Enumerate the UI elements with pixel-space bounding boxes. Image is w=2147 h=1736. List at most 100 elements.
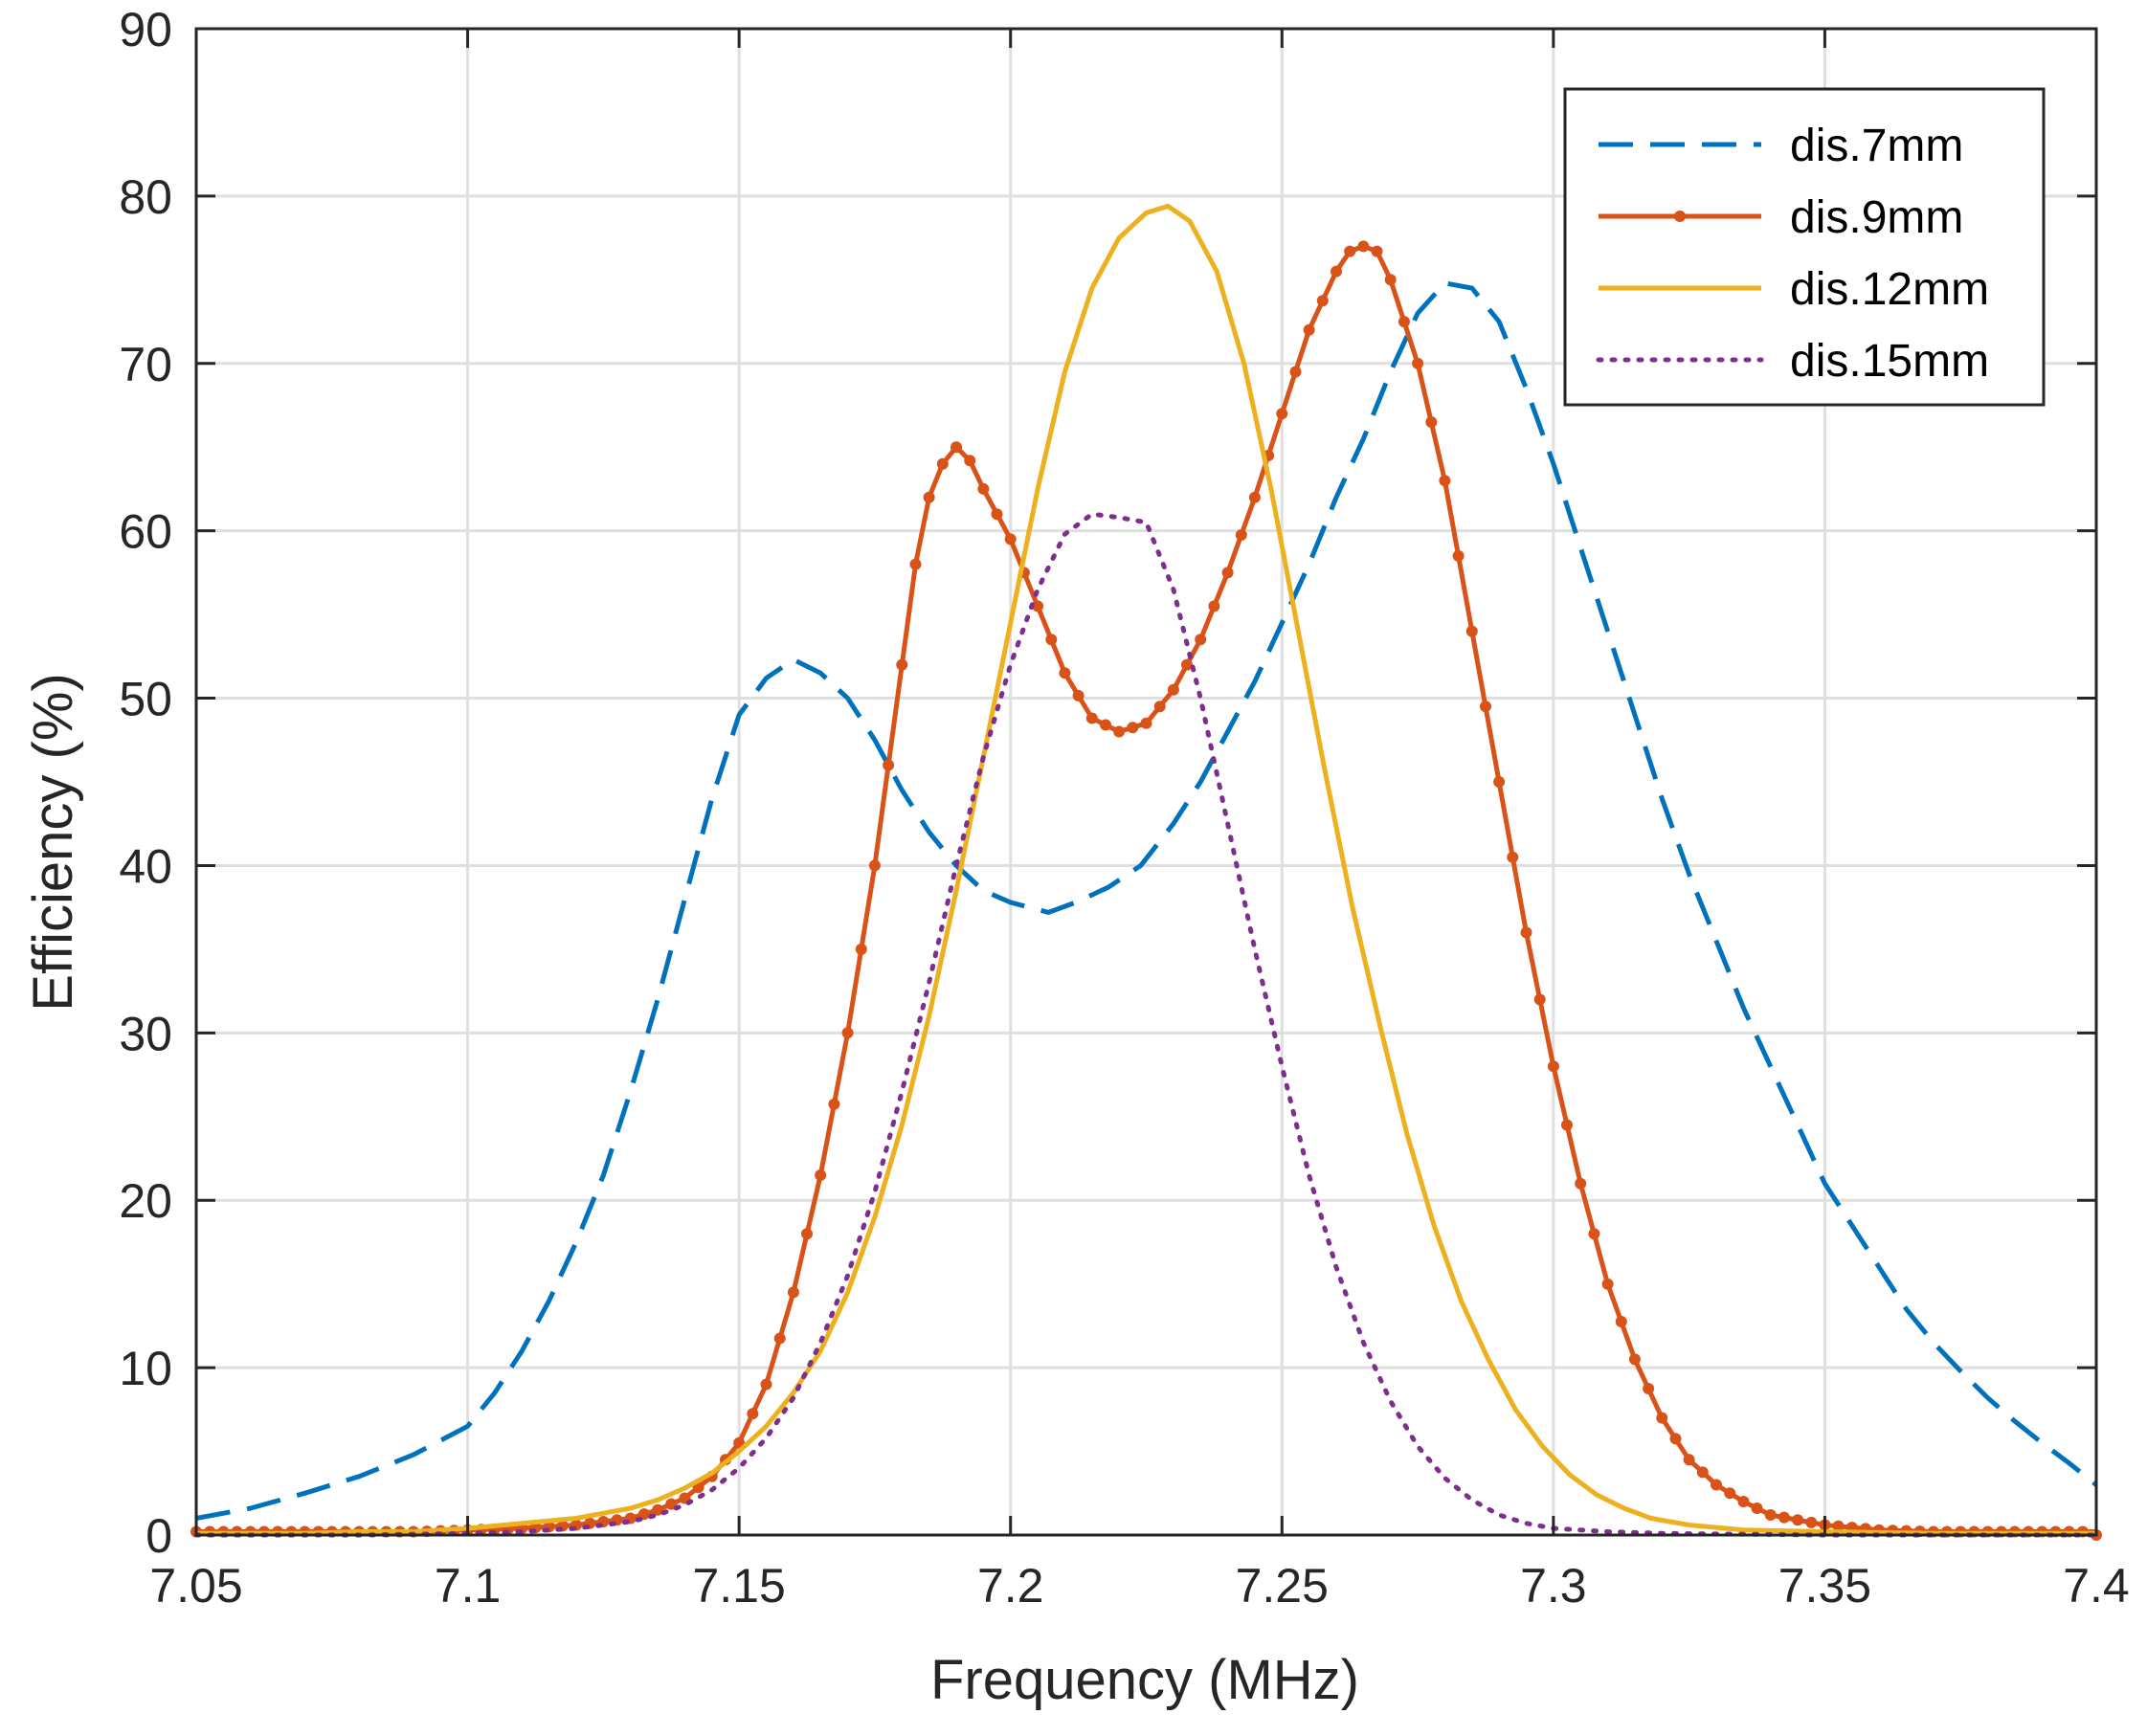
series-marker — [1208, 600, 1220, 612]
y-tick-label: 10 — [119, 1342, 172, 1395]
series-marker — [1452, 549, 1465, 562]
series-marker — [1235, 529, 1247, 541]
series-marker — [1696, 1466, 1709, 1479]
series-marker — [868, 859, 881, 872]
y-tick-label: 30 — [119, 1007, 172, 1060]
axes — [194, 27, 2098, 1537]
y-tick-label: 50 — [119, 673, 172, 726]
series-marker — [1547, 1060, 1559, 1073]
series-marker — [855, 943, 867, 955]
series-marker — [801, 1228, 813, 1240]
x-tick-label: 7.3 — [1520, 1559, 1587, 1613]
legend-label: dis.12mm — [1790, 264, 1989, 315]
series-marker — [1113, 725, 1126, 738]
series-marker — [1032, 600, 1044, 612]
y-tick-label: 20 — [119, 1174, 172, 1228]
legend-label: dis.9mm — [1790, 192, 1963, 243]
series-marker — [787, 1286, 799, 1299]
series-marker — [923, 491, 935, 503]
x-tick-label: 7.4 — [2063, 1559, 2130, 1613]
series-marker — [950, 441, 962, 454]
series-marker — [1085, 712, 1098, 724]
series-line-dis-15mm — [193, 511, 2099, 1538]
series-marker — [828, 1098, 840, 1110]
series-marker — [1371, 245, 1383, 257]
series-marker — [1140, 717, 1152, 729]
series-marker — [815, 1169, 827, 1181]
series-marker — [1357, 240, 1370, 253]
y-tick-label: 80 — [119, 170, 172, 224]
tick-labels: 7.05 7.1 7.15 7.2 7.25 7.3 7.35 7.4 0 10 20 30 40 50 6… — [119, 3, 2129, 1613]
series-marker — [1601, 1278, 1614, 1290]
series-marker — [773, 1332, 786, 1345]
series-marker — [1588, 1228, 1600, 1240]
series-marker — [1533, 993, 1546, 1006]
series-marker — [936, 457, 949, 470]
series-marker — [1195, 634, 1207, 646]
legend-box — [1563, 87, 2046, 407]
y-tick-label: 0 — [145, 1509, 172, 1563]
x-tick-label: 7.15 — [692, 1559, 785, 1613]
series-marker — [1425, 416, 1438, 428]
series-marker — [1805, 1516, 1818, 1528]
series-marker — [1493, 776, 1506, 788]
series-marker — [1153, 701, 1166, 713]
series-marker — [1520, 926, 1532, 939]
series-marker — [1751, 1502, 1763, 1514]
plot-frame — [194, 27, 2098, 1537]
series-marker — [1465, 625, 1478, 637]
x-tick-label: 7.25 — [1236, 1559, 1329, 1613]
series-marker — [1724, 1487, 1736, 1500]
series-marker — [1832, 1520, 1845, 1532]
series-marker — [1221, 567, 1234, 579]
series-marker — [1303, 323, 1315, 336]
series-marker — [1045, 634, 1058, 646]
series-marker — [1289, 366, 1302, 378]
series-marker — [1561, 1119, 1573, 1131]
series-marker — [1507, 851, 1519, 863]
series-marker — [1344, 245, 1356, 257]
series-marker — [964, 455, 976, 467]
legend-label: dis.7mm — [1790, 121, 1963, 171]
series-marker — [1072, 689, 1085, 701]
series-marker — [1059, 667, 1071, 679]
legend-marker — [1674, 211, 1686, 222]
series-marker — [1004, 533, 1017, 545]
series-marker — [896, 658, 908, 671]
y-tick-label: 70 — [119, 338, 172, 391]
series-marker — [977, 482, 990, 495]
series-marker — [652, 1503, 664, 1516]
series-marker — [841, 1027, 854, 1039]
series-marker — [1792, 1514, 1804, 1526]
x-axis-label: Frequency (MHz) — [930, 1649, 1359, 1711]
y-tick-label: 60 — [119, 505, 172, 559]
series-marker — [1615, 1316, 1627, 1327]
series-marker — [1276, 408, 1288, 420]
series-marker — [1167, 683, 1179, 696]
series-marker — [760, 1378, 772, 1391]
series-marker — [1764, 1509, 1777, 1521]
series-marker — [1384, 274, 1397, 286]
y-axis-label: Efficiency (%) — [22, 673, 84, 1011]
series-marker — [1575, 1177, 1587, 1190]
series-marker — [1127, 722, 1139, 734]
x-tick-label: 7.1 — [435, 1559, 502, 1613]
legend: dis.7mm dis.9mm dis.12mm dis.15mm — [1563, 87, 2046, 407]
x-tick-label: 7.05 — [149, 1559, 242, 1613]
series-marker — [909, 558, 922, 570]
series-marker — [1398, 316, 1410, 328]
legend-label: dis.15mm — [1790, 336, 1989, 387]
series-marker — [1331, 265, 1342, 278]
series-marker — [1669, 1433, 1682, 1445]
series-marker — [991, 508, 1003, 521]
series-marker — [1439, 475, 1451, 487]
series-marker — [883, 759, 895, 771]
series-marker — [1412, 357, 1424, 369]
y-tick-label: 40 — [119, 839, 172, 893]
series-marker — [1248, 491, 1261, 503]
series-marker — [1683, 1454, 1695, 1466]
series-marker — [1778, 1511, 1790, 1524]
series-marker — [747, 1408, 759, 1420]
x-tick-label: 7.35 — [1778, 1559, 1871, 1613]
